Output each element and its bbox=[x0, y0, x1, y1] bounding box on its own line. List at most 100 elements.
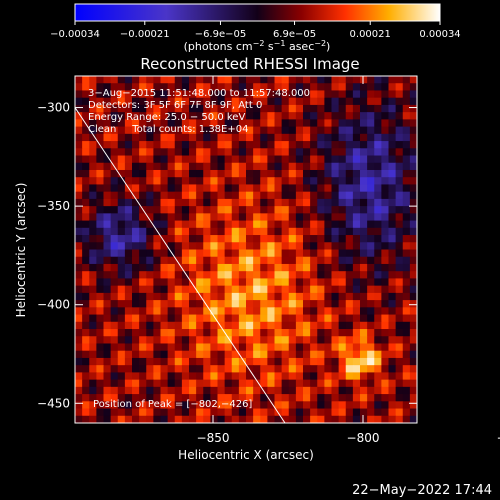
heatmap-cell bbox=[103, 97, 112, 106]
heatmap-cell bbox=[217, 220, 226, 229]
heatmap-cell bbox=[331, 155, 340, 164]
heatmap-cell bbox=[260, 271, 268, 279]
heatmap-cell bbox=[409, 76, 417, 84]
heatmap-cell bbox=[374, 394, 382, 402]
heatmap-cell bbox=[317, 104, 325, 113]
heatmap-cell bbox=[295, 220, 304, 229]
heatmap-cell bbox=[388, 379, 397, 388]
heatmap-cell bbox=[75, 256, 83, 265]
heatmap-cell bbox=[103, 329, 112, 337]
heatmap-cell bbox=[324, 256, 332, 265]
heatmap-cell bbox=[381, 191, 389, 200]
heatmap-cell bbox=[388, 177, 397, 185]
heatmap-cell bbox=[75, 76, 83, 84]
heatmap-cell bbox=[303, 314, 311, 323]
heatmap-cell bbox=[82, 227, 90, 236]
heatmap-cell bbox=[210, 372, 218, 381]
heatmap-cell bbox=[281, 278, 290, 287]
heatmap-cell bbox=[153, 90, 161, 99]
heatmap-cell bbox=[210, 184, 218, 193]
heatmap-cell bbox=[338, 401, 347, 409]
heatmap-cell bbox=[89, 97, 97, 106]
heatmap-cell bbox=[409, 314, 417, 323]
heatmap-cell bbox=[217, 112, 226, 120]
heatmap-cell bbox=[210, 83, 218, 91]
heatmap-cell bbox=[338, 307, 347, 315]
heatmap-cell bbox=[409, 278, 417, 287]
heatmap-cell bbox=[409, 148, 417, 156]
heatmap-cell bbox=[238, 285, 247, 294]
heatmap-cell bbox=[181, 379, 190, 388]
heatmap-cell bbox=[75, 365, 83, 373]
heatmap-cell bbox=[310, 321, 318, 330]
heatmap-cell bbox=[196, 184, 204, 193]
heatmap-cell bbox=[274, 191, 283, 200]
heatmap-cell bbox=[124, 198, 133, 207]
heatmap-cell bbox=[110, 408, 119, 417]
heatmap-cell bbox=[132, 271, 140, 279]
heatmap-cell bbox=[409, 126, 417, 135]
heatmap-cell bbox=[196, 169, 204, 178]
heatmap-cell bbox=[274, 415, 283, 423]
heatmap-cell bbox=[381, 213, 389, 221]
heatmap-cell bbox=[260, 408, 268, 417]
heatmap-cell bbox=[231, 365, 240, 373]
heatmap-cell bbox=[253, 394, 261, 402]
heatmap-cell bbox=[338, 300, 347, 308]
heatmap-cell bbox=[146, 285, 154, 294]
heatmap-cell bbox=[196, 372, 204, 381]
heatmap-cell bbox=[174, 292, 183, 301]
heatmap-cell bbox=[110, 227, 119, 236]
heatmap-cell bbox=[231, 112, 240, 120]
heatmap-cell bbox=[402, 372, 411, 381]
heatmap-cell bbox=[352, 141, 361, 149]
heatmap-cell bbox=[352, 162, 361, 171]
heatmap-cell bbox=[246, 249, 254, 258]
heatmap-cell bbox=[89, 83, 97, 91]
heatmap-cell bbox=[388, 169, 397, 178]
heatmap-cell bbox=[75, 271, 83, 279]
heatmap-cell bbox=[260, 76, 268, 84]
heatmap-cell bbox=[124, 126, 133, 135]
heatmap-cell bbox=[367, 350, 375, 359]
heatmap-cell bbox=[75, 314, 83, 323]
heatmap-cell bbox=[367, 365, 375, 373]
heatmap-cell bbox=[409, 242, 417, 250]
heatmap-cell bbox=[238, 191, 247, 200]
heatmap-cell bbox=[110, 343, 119, 352]
heatmap-cell bbox=[374, 292, 382, 301]
heatmap-cell bbox=[352, 386, 361, 395]
heatmap-cell bbox=[317, 148, 325, 156]
heatmap-cell bbox=[395, 220, 404, 229]
heatmap-cell bbox=[132, 213, 140, 221]
heatmap-cell bbox=[324, 90, 332, 99]
heatmap-cell bbox=[82, 357, 90, 366]
heatmap-cell bbox=[246, 213, 254, 221]
heatmap-cell bbox=[89, 379, 97, 388]
heatmap-cell bbox=[246, 90, 254, 99]
heatmap-cell bbox=[82, 162, 90, 171]
heatmap-cell bbox=[274, 76, 283, 84]
heatmap-cell bbox=[196, 415, 204, 423]
heatmap-cell bbox=[381, 357, 389, 366]
heatmap-cell bbox=[388, 227, 397, 236]
heatmap-cell bbox=[203, 126, 211, 135]
heatmap-cell bbox=[110, 386, 119, 395]
heatmap-cell bbox=[203, 148, 211, 156]
heatmap-cell bbox=[360, 292, 368, 301]
heatmap-cell bbox=[167, 314, 176, 323]
heatmap-cell bbox=[181, 97, 190, 106]
heatmap-cell bbox=[402, 357, 411, 366]
heatmap-cell bbox=[103, 415, 112, 423]
heatmap-cell bbox=[224, 206, 233, 214]
heatmap-cell bbox=[331, 401, 340, 409]
heatmap-cell bbox=[295, 169, 304, 178]
heatmap-cell bbox=[395, 278, 404, 287]
heatmap-cell bbox=[132, 401, 140, 409]
heatmap-cell bbox=[96, 169, 104, 178]
heatmap-cell bbox=[352, 155, 361, 164]
heatmap-cell bbox=[89, 242, 97, 250]
heatmap-cell bbox=[167, 307, 176, 315]
heatmap-cell bbox=[360, 379, 368, 388]
heatmap-cell bbox=[110, 148, 119, 156]
